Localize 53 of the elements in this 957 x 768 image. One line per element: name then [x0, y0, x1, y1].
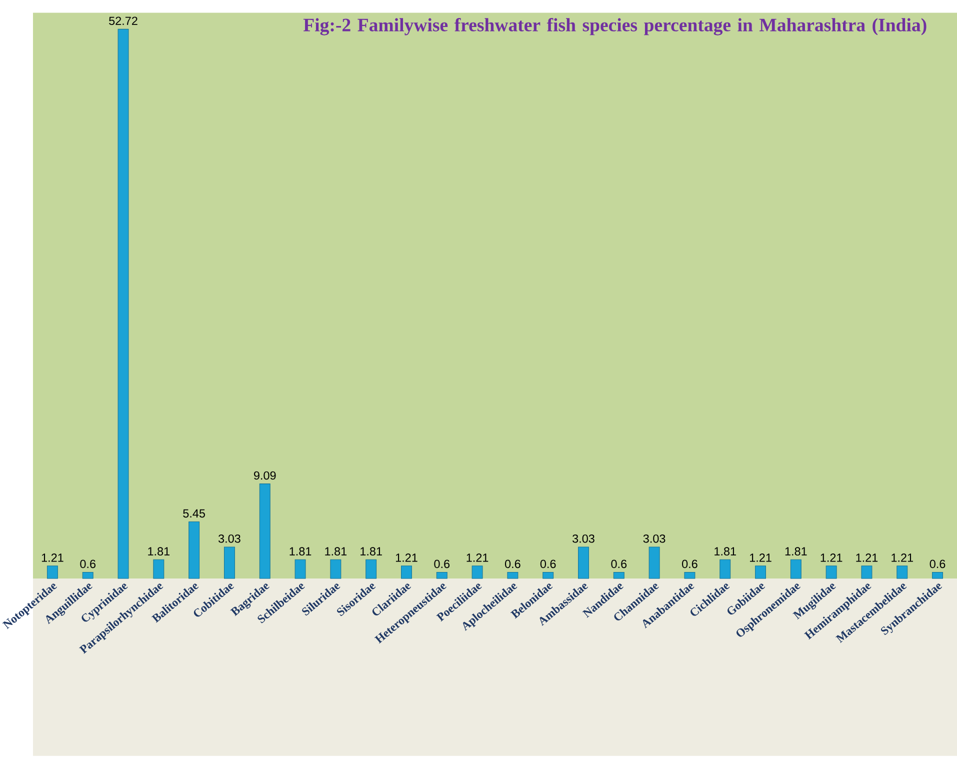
- data-label: 1.21: [820, 554, 842, 562]
- bar: [684, 572, 696, 579]
- data-label: 9.09: [254, 472, 276, 480]
- bar: [896, 566, 908, 579]
- bar: [542, 572, 554, 579]
- bar: [720, 560, 731, 579]
- data-label: 52.72: [109, 16, 138, 26]
- bar: [613, 572, 624, 579]
- data-label: 0.6: [80, 560, 96, 568]
- data-label: 1.81: [785, 547, 807, 556]
- bar: [259, 484, 270, 579]
- bar: [861, 566, 872, 579]
- data-label: 1.81: [290, 547, 312, 556]
- bar: [401, 566, 412, 579]
- data-label: 5.45: [183, 510, 205, 518]
- data-label: 0.6: [611, 560, 627, 568]
- bar: [826, 566, 837, 579]
- data-label: 1.81: [714, 547, 736, 556]
- data-label: 0.6: [540, 560, 556, 568]
- data-label: 3.03: [572, 534, 594, 544]
- bar: [82, 572, 94, 579]
- data-label: 1.21: [892, 554, 913, 562]
- bar: [436, 572, 448, 579]
- data-label: 1.21: [856, 554, 878, 562]
- bar: [224, 546, 235, 579]
- bar: [366, 560, 377, 579]
- bar: [755, 566, 766, 579]
- data-label: 3.03: [218, 534, 240, 544]
- bar: [46, 566, 58, 579]
- data-label: 1.21: [42, 554, 64, 562]
- data-label: 1.81: [360, 547, 382, 556]
- bar: [578, 546, 589, 579]
- data-label: 1.21: [396, 554, 418, 562]
- bar: [153, 560, 164, 579]
- chart-title: Fig:-2 Familywise freshwater fish species percentage in Maharashtra (India): [303, 18, 926, 36]
- data-label: 1.21: [466, 554, 488, 562]
- bar: [294, 560, 306, 579]
- data-label: 0.6: [504, 560, 520, 568]
- bar: [932, 572, 944, 579]
- data-label: 0.6: [434, 560, 450, 568]
- bar: [648, 546, 660, 579]
- data-label: 0.6: [930, 560, 946, 568]
- data-label: 0.6: [682, 560, 698, 568]
- bar: [188, 522, 200, 579]
- data-label: 3.03: [643, 534, 666, 544]
- data-label: 1.21: [750, 554, 772, 562]
- bar: [790, 560, 802, 579]
- bar: [118, 29, 129, 579]
- bar: [507, 572, 518, 579]
- bar: [330, 560, 342, 579]
- bar: [472, 566, 483, 579]
- data-label: 1.81: [148, 547, 170, 556]
- data-label: 1.81: [325, 547, 347, 556]
